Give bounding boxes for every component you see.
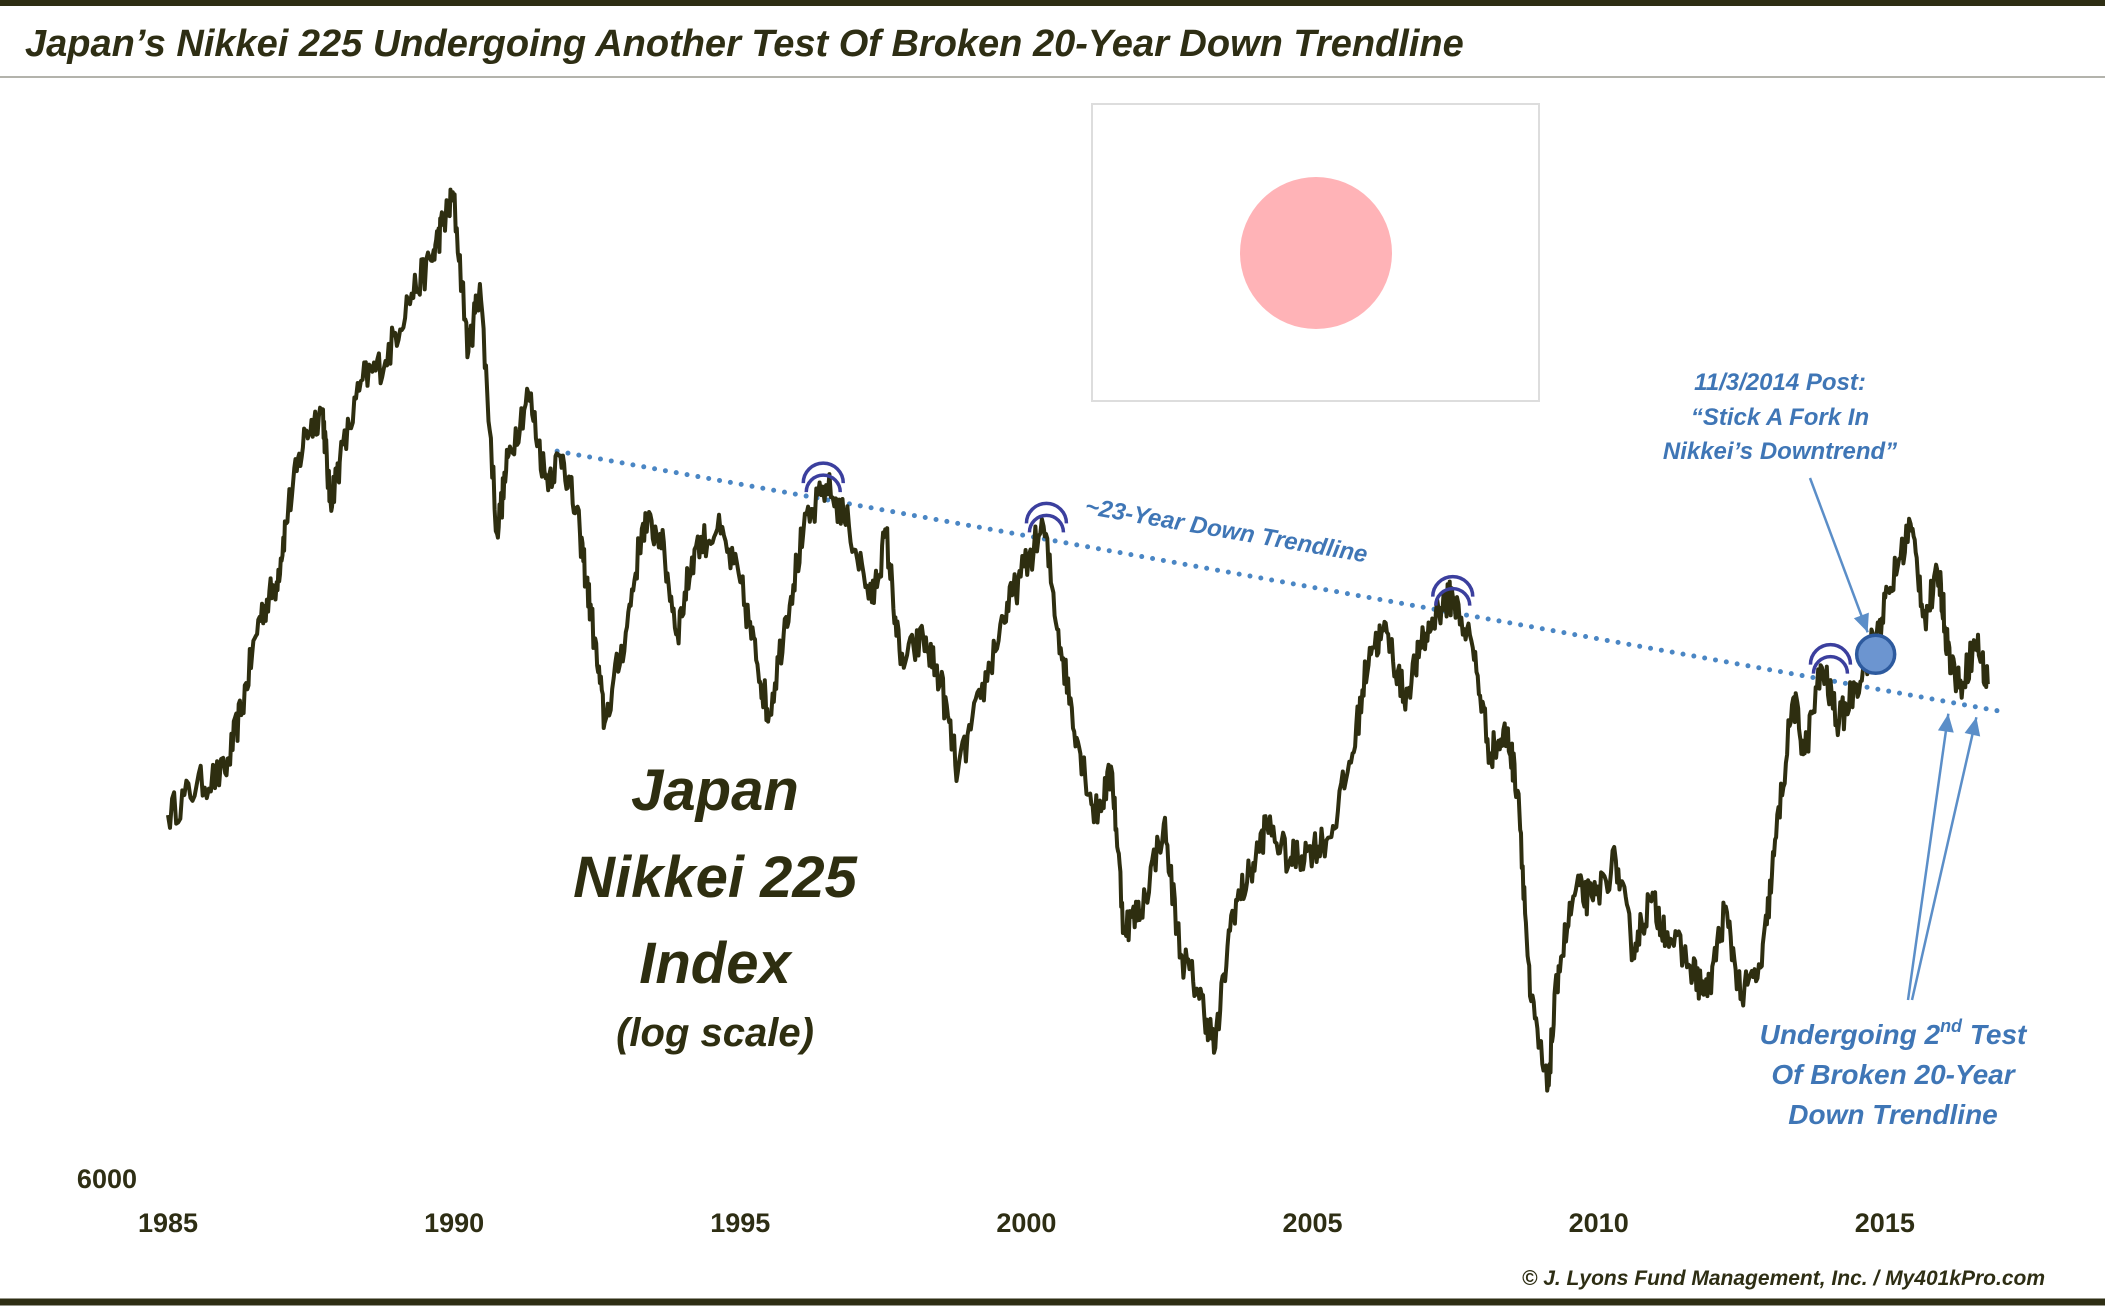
test-mark-arc [1027, 513, 1066, 533]
test-note-prefix: Undergoing 2 [1760, 1019, 1941, 1050]
scale-note: (log scale) [616, 1011, 814, 1055]
test-note-line2: Of Broken 20-Year [1771, 1059, 2016, 1090]
breakout-circle [1854, 633, 1897, 676]
test-arrow-2-shaft [1910, 716, 1978, 1001]
trendline-layer [554, 448, 2008, 715]
test-mark-arc [1434, 586, 1472, 606]
down-trendline [554, 448, 2008, 715]
nikkei-price-line [166, 187, 1990, 1093]
x-tick-label: 2005 [1283, 1208, 1343, 1238]
test-note-sup: nd [1940, 1016, 1963, 1036]
post-note-line3: Nikkei’s Downtrend” [1663, 438, 1897, 465]
y-tick-label: 6000 [77, 1164, 137, 1194]
test-note-suffix: Test [1962, 1019, 2028, 1050]
japan-flag-image [1091, 103, 1540, 402]
test-arrow-2-head [1964, 717, 1981, 737]
x-tick-label: 2000 [996, 1208, 1056, 1238]
x-tick-label: 1995 [710, 1208, 770, 1238]
index-name-line3: Index [639, 931, 793, 996]
x-tick-label: 1990 [424, 1208, 484, 1238]
x-tick-label: 2015 [1855, 1208, 1915, 1238]
test-note-line3: Down Trendline [1788, 1099, 1998, 1130]
index-name-line1: Japan [631, 758, 799, 823]
trendline-test-marks [801, 461, 1853, 674]
test-arrow-1-shaft [1906, 713, 1950, 1001]
trendline-label: ~23-Year Down Trendline [1083, 493, 1370, 568]
test-mark-arc [801, 461, 846, 484]
test-note-line1: Undergoing 2nd Test [1760, 1016, 2028, 1050]
x-tick-label: 1985 [138, 1208, 198, 1238]
post-note-line1: 11/3/2014 Post: [1694, 369, 1866, 396]
test-mark-arc [1808, 643, 1853, 665]
footer-credit: © J. Lyons Fund Management, Inc. / My401… [1522, 1267, 2045, 1290]
annotation-layer [1808, 477, 1981, 1001]
index-name-line2: Nikkei 225 [573, 845, 858, 910]
price-series-layer [166, 187, 1990, 1093]
test-mark-arc [1811, 654, 1850, 674]
axis-layer: 1985 1990 1995 2000 2005 2010 2015 6000 [77, 1164, 1915, 1238]
flag-sun [1240, 177, 1392, 329]
chart-title: Japan’s Nikkei 225 Undergoing Another Te… [25, 23, 1464, 65]
post-arrow-shaft [1808, 477, 1869, 633]
test-mark-arc [1431, 574, 1475, 597]
post-arrow-head [1853, 612, 1869, 633]
test-mark-arc [804, 473, 843, 493]
x-tick-label: 2010 [1569, 1208, 1629, 1238]
post-note-line2: “Stick A Fork In [1691, 404, 1869, 431]
test-arrow-1-head [1937, 713, 1954, 733]
test-mark-arc [1024, 501, 1069, 524]
